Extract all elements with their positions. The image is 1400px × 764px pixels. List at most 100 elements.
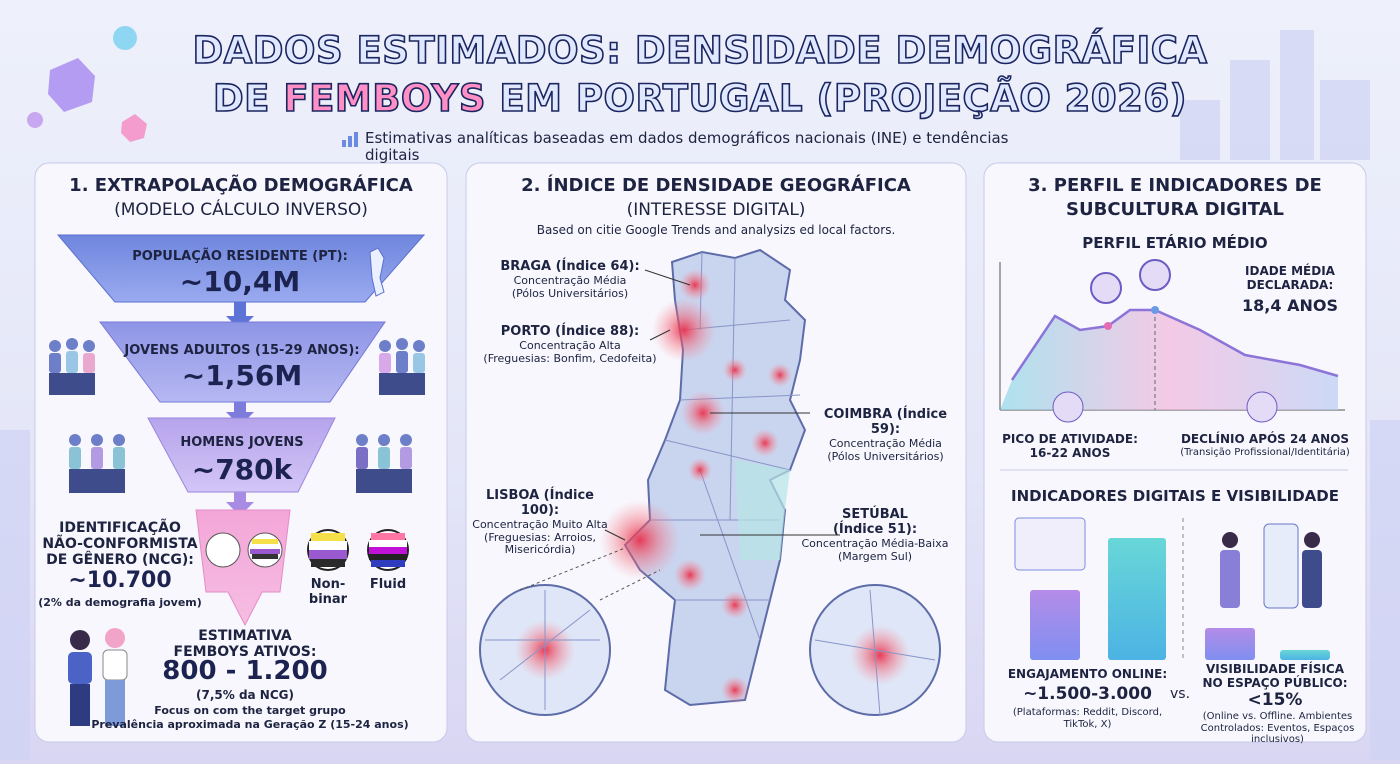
shape xyxy=(379,338,425,395)
offline-label: VISIBILIDADE FÍSICA NO ESPAÇO PÚBLICO: xyxy=(1202,662,1348,690)
shape xyxy=(234,402,246,414)
panel-title: SUBCULTURA DIGITAL xyxy=(1066,199,1284,220)
shape xyxy=(751,429,779,457)
shape xyxy=(105,628,125,648)
shape xyxy=(1139,259,1171,291)
city-level: Concentração Média xyxy=(829,436,942,450)
shape xyxy=(83,353,95,373)
shape xyxy=(91,434,103,446)
shape xyxy=(49,353,61,373)
shape xyxy=(369,554,407,560)
city-detail: (Freguesias: Arroios, Misericórdia) xyxy=(484,530,596,557)
shape xyxy=(356,469,412,493)
title-highlight: FEMBOYS xyxy=(283,76,487,120)
shape xyxy=(69,434,81,446)
shape xyxy=(49,340,61,352)
city-name: LISBOA (Índice 100): xyxy=(486,488,594,518)
shape xyxy=(1222,532,1238,548)
offline-value: <15% xyxy=(1247,690,1303,710)
shape xyxy=(99,321,386,403)
shape xyxy=(113,447,125,469)
mean-age-value: 18,4 ANOS xyxy=(1242,296,1338,315)
ncg-value: ~10.700 xyxy=(68,568,172,593)
shape xyxy=(1370,420,1400,760)
decor-sphere xyxy=(27,112,43,128)
peak-label: PICO DE ATIVIDADE: 16-22 ANOS xyxy=(990,432,1150,461)
shape xyxy=(342,140,346,147)
shape xyxy=(226,502,254,516)
decline-label: DECLÍNIO APÓS 24 ANOS (Transição Profissi… xyxy=(1170,432,1360,458)
shape xyxy=(252,539,278,544)
city-detail: (Pólos Universitários) xyxy=(827,449,944,463)
age-profile-chart xyxy=(999,259,1348,471)
shape xyxy=(371,533,405,540)
subtitle-icon xyxy=(342,132,358,147)
decor-cube xyxy=(121,114,147,142)
shape xyxy=(674,559,706,591)
shape xyxy=(600,500,680,580)
shape xyxy=(850,625,910,685)
shape xyxy=(70,630,90,650)
decor-sphere xyxy=(113,26,137,50)
shape xyxy=(250,544,280,549)
shape xyxy=(378,434,390,446)
shape xyxy=(311,559,345,567)
panel-title: 1. EXTRAPOLAÇÃO DEMOGRÁFICA xyxy=(69,175,413,196)
city-detail: (Freguesias: Bonfim, Cedofeita) xyxy=(483,351,657,365)
shape xyxy=(1030,590,1080,660)
shape xyxy=(234,492,246,504)
shape xyxy=(485,590,600,710)
shape xyxy=(1014,517,1086,571)
shape xyxy=(1280,650,1330,660)
shape xyxy=(379,340,391,352)
shape xyxy=(1304,532,1320,548)
offline-note: (Online vs. Offline. Ambientes Controlad… xyxy=(1200,711,1355,745)
shape xyxy=(105,680,125,726)
title-part: DE xyxy=(212,76,270,120)
shape xyxy=(369,547,407,554)
shape xyxy=(205,532,241,568)
city-label: LISBOA (Índice 100): Concentração Muito A… xyxy=(470,488,610,557)
online-value: ~1.500-3.000 xyxy=(1023,684,1152,704)
shape xyxy=(1052,391,1084,423)
city-level: Concentração Média-Baixa xyxy=(801,536,949,550)
shape xyxy=(356,434,368,446)
shape xyxy=(1010,308,1339,381)
funnel-label: HOMENS JOVENS xyxy=(180,435,304,450)
estimate-foot: Prevalência aproximada na Geração Z (15-… xyxy=(91,718,409,731)
versus: vs. xyxy=(1169,686,1191,702)
shape xyxy=(1151,306,1159,314)
shape xyxy=(723,358,747,382)
shape xyxy=(250,549,280,554)
ncg-label: IDENTIFICAÇÃO NÃO-CONFORMISTA DE GÊNERO (N… xyxy=(40,520,200,568)
indicator-bars xyxy=(1014,517,1330,660)
shape xyxy=(1220,550,1240,608)
city-label: SETÚBAL (Índice 51): Concentração Média-B… xyxy=(790,507,960,563)
line: (Transição Profissional/Identitária) xyxy=(1180,446,1350,458)
panel-note: Based on citie Google Trends and analysi… xyxy=(536,223,896,237)
shape xyxy=(371,560,405,567)
section-title: PERFIL ETÁRIO MÉDIO xyxy=(1082,234,1268,252)
estimate-note: (7,5% da NCG) xyxy=(196,688,294,702)
shape xyxy=(1000,310,1338,410)
panel-title: 2. ÍNDICE DE DENSIDADE GEOGRÁFICA xyxy=(521,175,911,196)
shape xyxy=(49,338,95,395)
shape xyxy=(379,353,391,373)
shape xyxy=(688,458,712,482)
shape xyxy=(721,676,749,704)
shape xyxy=(0,430,30,760)
shape xyxy=(66,351,78,373)
shape xyxy=(309,550,347,559)
shape xyxy=(396,338,408,350)
city-detail: (Pólos Universitários) xyxy=(511,286,629,300)
shape xyxy=(1263,523,1299,609)
shape xyxy=(396,351,408,373)
funnel-value: ~10,4M xyxy=(179,265,301,298)
decor-cube xyxy=(48,58,95,112)
panel-title: 3. PERFIL E INDICADORES DE xyxy=(1028,175,1322,196)
flag-label: Fluid xyxy=(369,577,407,592)
shape xyxy=(679,269,711,301)
shape xyxy=(1302,550,1322,608)
